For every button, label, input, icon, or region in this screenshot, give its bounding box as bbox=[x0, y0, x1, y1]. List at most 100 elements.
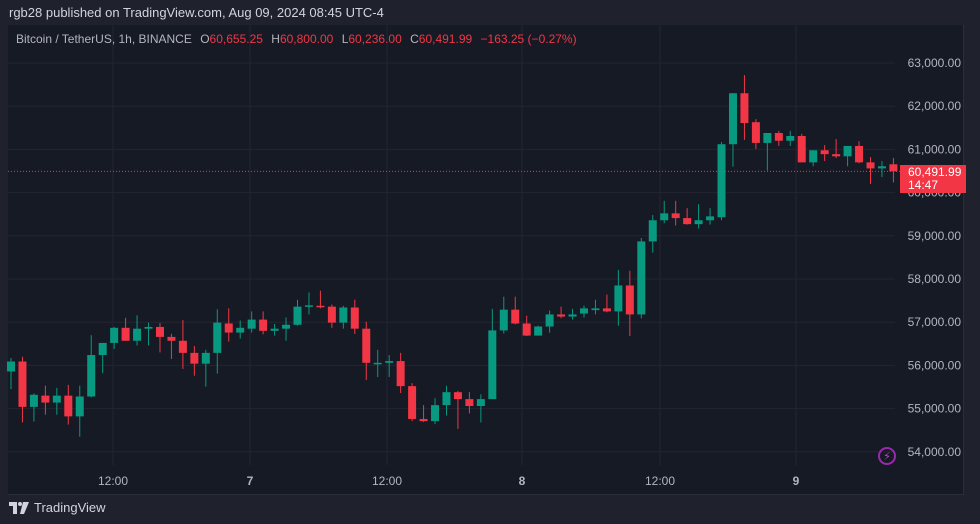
candle-down bbox=[740, 93, 749, 124]
chart-pane[interactable] bbox=[8, 25, 964, 495]
candle-down bbox=[178, 340, 187, 353]
candle-down bbox=[855, 145, 864, 163]
candle-up bbox=[7, 361, 15, 372]
x-axis-tick-label: 12:00 bbox=[645, 474, 675, 488]
candle-up bbox=[877, 166, 886, 169]
candle-down bbox=[350, 307, 359, 329]
candle-up bbox=[614, 285, 623, 312]
y-axis-tick-label: 59,000.00 bbox=[908, 229, 962, 243]
y-axis-tick-label: 63,000.00 bbox=[908, 56, 962, 70]
candle-down bbox=[327, 306, 336, 323]
candle-up bbox=[694, 220, 703, 225]
candle-down bbox=[625, 285, 634, 315]
candle-down bbox=[866, 162, 875, 169]
y-axis-tick-label: 54,000.00 bbox=[908, 445, 962, 459]
candle-down bbox=[316, 305, 325, 308]
symbol-title[interactable]: Bitcoin / TetherUS, 1h, BINANCE bbox=[16, 32, 192, 46]
candle-up bbox=[75, 396, 84, 417]
last-price-tag: 60,491.99 14:47 bbox=[900, 165, 966, 193]
low-label: L bbox=[341, 32, 349, 46]
candle-down bbox=[155, 326, 164, 337]
candle-down bbox=[683, 218, 692, 225]
candle-down bbox=[396, 361, 405, 387]
x-axis-tick-label: 12:00 bbox=[372, 474, 402, 488]
candle-up bbox=[373, 362, 382, 365]
close-value: 60,491.99 bbox=[418, 32, 473, 46]
candle-down bbox=[362, 328, 371, 363]
candle-down bbox=[751, 122, 760, 143]
candle-up bbox=[809, 150, 818, 163]
open-value: 60,655.25 bbox=[209, 32, 263, 46]
symbol-legend: Bitcoin / TetherUS, 1h, BINANCE O60,655.… bbox=[16, 32, 577, 46]
candle-up bbox=[717, 144, 726, 218]
x-axis-tick-label: 12:00 bbox=[98, 474, 128, 488]
y-axis-tick-label: 56,000.00 bbox=[908, 358, 962, 372]
candle-down bbox=[41, 395, 50, 403]
candle-up bbox=[843, 145, 852, 157]
candle-up bbox=[660, 213, 669, 221]
candle-up bbox=[442, 392, 451, 406]
tradingview-logo: TradingView bbox=[9, 500, 106, 515]
candle-up bbox=[282, 324, 291, 329]
candle-up bbox=[476, 399, 485, 407]
x-axis-tick-label: 8 bbox=[519, 474, 526, 488]
candle-down bbox=[557, 314, 566, 317]
candle-down bbox=[259, 319, 268, 331]
candle-down bbox=[121, 327, 130, 341]
candle-up bbox=[763, 132, 772, 143]
candle-up bbox=[728, 93, 737, 145]
candle-up bbox=[213, 322, 222, 353]
candle-up bbox=[488, 330, 497, 400]
candle-up bbox=[29, 394, 38, 407]
high-label: H bbox=[271, 32, 280, 46]
candle-down bbox=[453, 392, 462, 400]
candle-down bbox=[224, 323, 233, 333]
y-axis-tick-label: 62,000.00 bbox=[908, 99, 962, 113]
y-axis-tick-label: 58,000.00 bbox=[908, 272, 962, 286]
high-value: 60,800.00 bbox=[279, 32, 334, 46]
candle-up bbox=[270, 328, 279, 331]
candle-up bbox=[568, 314, 577, 317]
candle-up bbox=[304, 305, 313, 307]
y-axis-tick-label: 61,000.00 bbox=[908, 142, 962, 156]
price-change: −163.25 (−0.27%) bbox=[480, 32, 577, 46]
candle-down bbox=[465, 399, 474, 407]
bar-countdown: 14:47 bbox=[908, 178, 939, 192]
candle-up bbox=[247, 319, 256, 329]
tradingview-logo-icon bbox=[9, 501, 29, 514]
candle-up bbox=[637, 241, 646, 315]
candle-up bbox=[293, 306, 302, 325]
close-label: C bbox=[410, 32, 419, 46]
candle-up bbox=[534, 326, 543, 336]
tradingview-brand: TradingView bbox=[34, 500, 106, 515]
candle-up bbox=[339, 307, 348, 323]
candle-down bbox=[64, 395, 73, 417]
candle-up bbox=[431, 405, 440, 422]
candle-up bbox=[591, 308, 600, 311]
candle-down bbox=[511, 309, 520, 324]
candle-up bbox=[110, 327, 119, 343]
candle-down bbox=[408, 386, 417, 419]
candle-up bbox=[236, 327, 245, 333]
candle-down bbox=[522, 323, 531, 336]
candle-up bbox=[580, 308, 588, 314]
publisher-line: rgb28 published on TradingView.com, Aug … bbox=[9, 5, 384, 20]
y-axis-tick-label: 57,000.00 bbox=[908, 315, 962, 329]
candle-down bbox=[18, 361, 27, 407]
candle-down bbox=[419, 418, 428, 422]
candle-down bbox=[190, 352, 199, 364]
candle-down bbox=[602, 308, 611, 312]
candle-up bbox=[385, 361, 394, 363]
candle-down bbox=[671, 213, 680, 219]
candle-up bbox=[706, 216, 715, 221]
low-value: 60,236.00 bbox=[348, 32, 402, 46]
candle-down bbox=[774, 132, 783, 141]
candle-up bbox=[144, 326, 153, 329]
alert-lightning-icon[interactable]: ⚡ bbox=[878, 447, 896, 465]
candle-up bbox=[98, 342, 107, 356]
candle-down bbox=[889, 164, 898, 172]
candle-up bbox=[133, 328, 142, 341]
open-label: O bbox=[200, 32, 210, 46]
candle-up bbox=[545, 314, 554, 327]
